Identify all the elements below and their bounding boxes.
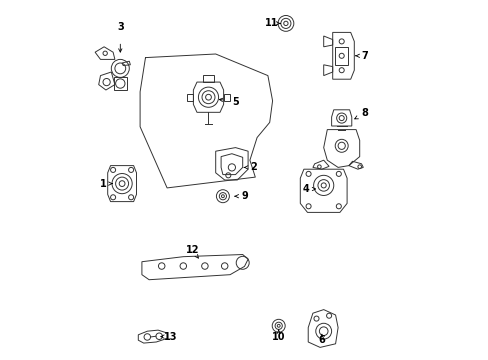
Text: 10: 10 bbox=[271, 332, 285, 342]
Text: 6: 6 bbox=[318, 335, 325, 345]
Text: 9: 9 bbox=[241, 191, 247, 201]
Text: 3: 3 bbox=[117, 22, 123, 32]
Text: 4: 4 bbox=[303, 184, 309, 194]
Text: 12: 12 bbox=[185, 245, 199, 255]
Text: 13: 13 bbox=[163, 332, 177, 342]
Text: 2: 2 bbox=[250, 162, 256, 172]
Text: 8: 8 bbox=[361, 108, 368, 118]
Text: 1: 1 bbox=[100, 179, 106, 189]
Text: 7: 7 bbox=[361, 51, 368, 61]
Text: 11: 11 bbox=[264, 18, 278, 28]
Text: 5: 5 bbox=[232, 96, 238, 107]
